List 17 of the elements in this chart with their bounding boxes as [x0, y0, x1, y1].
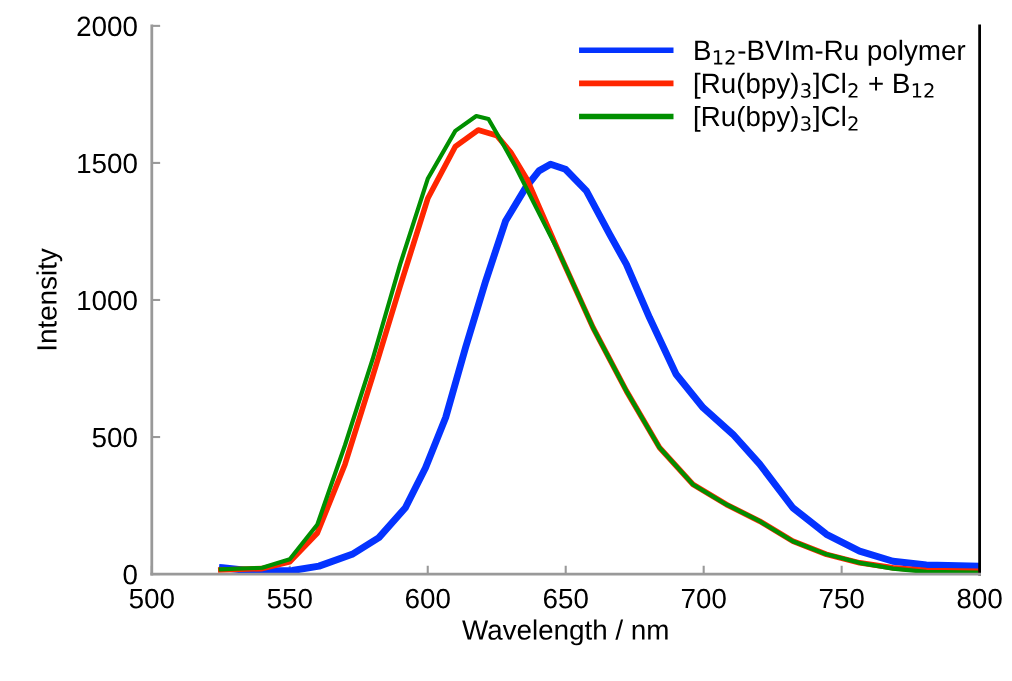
y-tick-label: 1000 [78, 290, 137, 311]
y-axis-title: Intensity [36, 248, 63, 350]
x-tick-label: 750 [819, 588, 864, 609]
y-tick-label: 500 [92, 427, 137, 448]
x-tick-label: 600 [405, 588, 450, 609]
x-tick-label: 700 [681, 588, 726, 609]
x-tick-label: 550 [267, 588, 312, 609]
legend-label: [Ru(bpy)$_{3}$]Cl$_{2}$ [694, 105, 858, 132]
x-tick-label: 800 [957, 588, 1002, 609]
y-tick-label: 1500 [78, 153, 137, 174]
y-tick-label: 2000 [77, 16, 137, 37]
y-tick-label: 0 [123, 564, 137, 585]
x-axis-title: Wavelength / nm [462, 619, 668, 646]
x-tick-label: 500 [129, 588, 174, 609]
legend-label: B$_{12}$-BVIm-Ru polymer [695, 39, 966, 66]
legend-label: [Ru(bpy)$_{3}$]Cl$_{2}$ + B$_{12}$ [694, 72, 934, 99]
x-tick-label: 650 [543, 588, 588, 609]
